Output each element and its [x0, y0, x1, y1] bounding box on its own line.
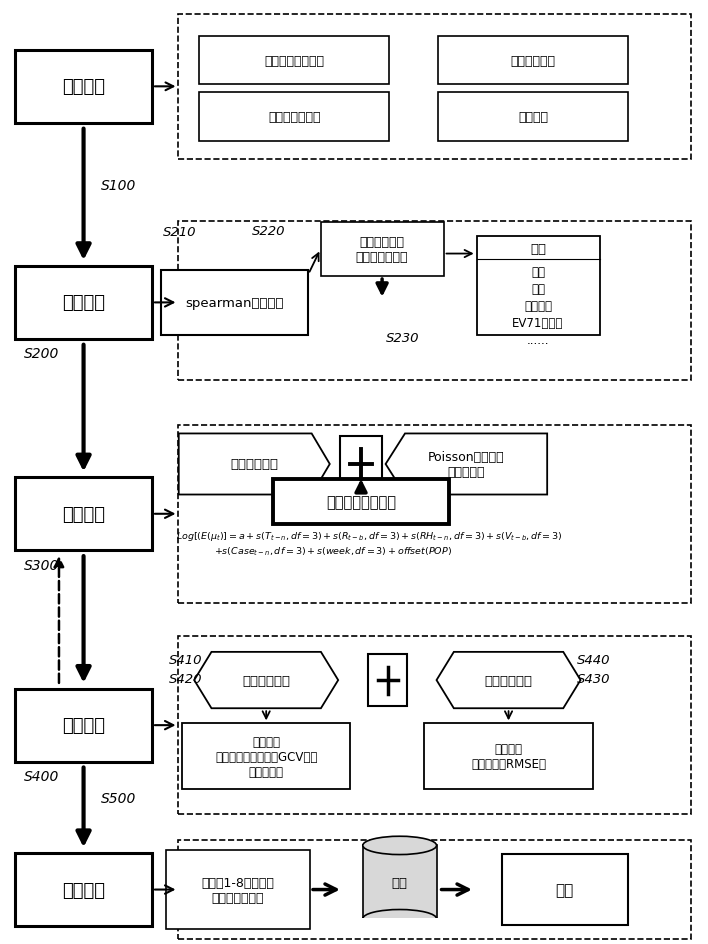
- FancyBboxPatch shape: [15, 266, 152, 340]
- FancyBboxPatch shape: [178, 222, 691, 381]
- Polygon shape: [194, 652, 338, 709]
- Text: S210: S210: [163, 227, 196, 239]
- Text: 预测预警: 预测预警: [62, 881, 105, 899]
- FancyBboxPatch shape: [178, 14, 691, 160]
- Bar: [362, 846, 437, 919]
- Text: 有统计学意义
且相关系数最大: 有统计学意义 且相关系数最大: [356, 236, 409, 263]
- FancyBboxPatch shape: [200, 93, 389, 142]
- FancyBboxPatch shape: [424, 723, 593, 789]
- Text: 相对湿度: 相对湿度: [524, 300, 552, 312]
- FancyBboxPatch shape: [200, 37, 389, 85]
- Text: S300: S300: [24, 558, 59, 572]
- Text: 基于多源数据: 基于多源数据: [230, 458, 278, 471]
- Text: 气温: 气温: [531, 266, 545, 279]
- Text: 评判指标
均方误差（RMSE）: 评判指标 均方误差（RMSE）: [471, 742, 546, 770]
- FancyBboxPatch shape: [476, 237, 600, 335]
- Text: 病原学监测数据: 病原学监测数据: [268, 110, 321, 124]
- Polygon shape: [386, 434, 547, 495]
- FancyBboxPatch shape: [438, 37, 628, 85]
- Polygon shape: [437, 652, 581, 709]
- Text: spearman相关分析: spearman相关分析: [185, 296, 284, 310]
- Bar: [340, 436, 382, 493]
- Text: ......: ......: [527, 333, 549, 346]
- Text: 评判指标
广义交叉验证得分（GCV）、
变异解释度: 评判指标 广义交叉验证得分（GCV）、 变异解释度: [215, 734, 317, 778]
- FancyBboxPatch shape: [273, 480, 449, 525]
- Text: Poisson分布的广
义相加模型: Poisson分布的广 义相加模型: [428, 450, 505, 479]
- Polygon shape: [178, 434, 330, 495]
- Text: 模型评估: 模型评估: [62, 716, 105, 734]
- Text: 降雨: 降雨: [531, 283, 545, 296]
- Text: 指标: 指标: [530, 243, 546, 256]
- Text: 人口数据: 人口数据: [518, 110, 548, 124]
- FancyBboxPatch shape: [321, 223, 443, 277]
- FancyBboxPatch shape: [161, 270, 309, 336]
- FancyBboxPatch shape: [182, 723, 350, 789]
- Text: S420: S420: [169, 672, 202, 685]
- Ellipse shape: [362, 910, 437, 928]
- Text: EV71阳性率: EV71阳性率: [513, 317, 564, 329]
- Text: 气象因素数据: 气象因素数据: [510, 55, 556, 67]
- Text: 阈值: 阈值: [392, 876, 408, 888]
- Bar: [362, 846, 437, 919]
- FancyBboxPatch shape: [15, 689, 152, 762]
- Text: S430: S430: [578, 672, 611, 685]
- Text: $Log[(E(\mu_t)]=a+s(T_{t-n},df=3)+s(R_{t-b},df=3)+s(RH_{t-n},df=3)+s(V_{t-b},df=: $Log[(E(\mu_t)]=a+s(T_{t-n},df=3)+s(R_{t…: [176, 530, 563, 542]
- Text: S400: S400: [24, 769, 59, 784]
- Text: $+s(Case_{t-n},df=3)+s(week,df=3)+offset(POP)$: $+s(Case_{t-n},df=3)+s(week,df=3)+offset…: [214, 545, 452, 557]
- Text: 对未来1-8周流行趋
势进行实时预测: 对未来1-8周流行趋 势进行实时预测: [202, 876, 275, 903]
- Text: S500: S500: [101, 791, 137, 805]
- FancyBboxPatch shape: [15, 478, 152, 551]
- Text: 手足口病病例资料: 手足口病病例资料: [264, 55, 324, 67]
- FancyBboxPatch shape: [438, 93, 628, 142]
- FancyBboxPatch shape: [15, 853, 152, 926]
- FancyBboxPatch shape: [178, 425, 691, 603]
- Bar: [368, 654, 407, 706]
- Text: S410: S410: [169, 653, 202, 666]
- FancyBboxPatch shape: [15, 51, 152, 124]
- FancyBboxPatch shape: [501, 854, 628, 925]
- FancyBboxPatch shape: [178, 636, 691, 815]
- Text: 手足口病预测模型: 手足口病预测模型: [326, 495, 396, 510]
- Text: S220: S220: [252, 225, 285, 237]
- Text: 模型构建: 模型构建: [62, 505, 105, 523]
- Text: 指标筛选: 指标筛选: [62, 295, 105, 312]
- Text: S100: S100: [101, 178, 137, 193]
- Ellipse shape: [362, 836, 437, 854]
- Text: 预测效果评估: 预测效果评估: [484, 674, 532, 687]
- Text: 预警: 预警: [556, 882, 574, 897]
- Text: S230: S230: [386, 331, 419, 345]
- Bar: [361, 918, 438, 929]
- Text: S440: S440: [578, 653, 611, 666]
- Text: S200: S200: [24, 346, 59, 361]
- Text: 拟合效果评估: 拟合效果评估: [242, 674, 290, 687]
- FancyBboxPatch shape: [166, 850, 310, 930]
- FancyBboxPatch shape: [178, 840, 691, 939]
- Text: 数据收集: 数据收集: [62, 78, 105, 96]
